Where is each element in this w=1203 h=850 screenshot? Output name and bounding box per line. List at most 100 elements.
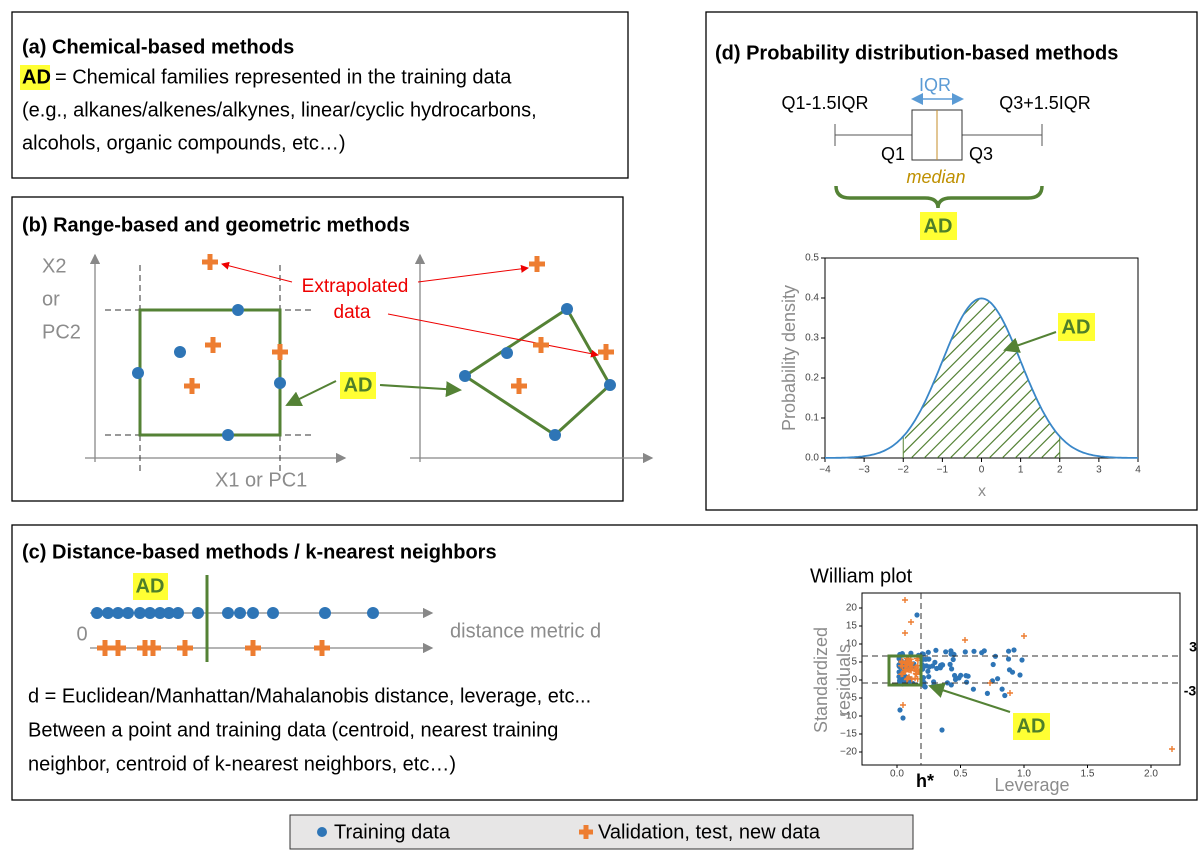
training-point (132, 367, 144, 379)
validation-point (598, 344, 614, 360)
training-point (925, 649, 931, 655)
y-tick-label: 0.4 (805, 293, 819, 304)
text-line: neighbor, centroid of k-nearest neighbor… (28, 753, 456, 775)
highlight (133, 573, 168, 600)
iqr-label: IQR (919, 75, 951, 95)
training-point (990, 661, 996, 668)
arrow (285, 380, 337, 407)
hatch-line (1014, 298, 1060, 458)
density-curve (825, 297, 1138, 459)
text-line: Between a point and training data (centr… (28, 719, 558, 741)
training-point (962, 649, 968, 655)
y-tick-label: −5 (846, 693, 858, 704)
training-point (971, 648, 977, 654)
panel-title: (d) Probability distribution-based metho… (715, 42, 1118, 64)
text-line: d = Euclidean/Manhattan/Mahalanobis dist… (28, 685, 591, 707)
highlight (1013, 713, 1050, 740)
training-point (1006, 667, 1013, 673)
y-tick-label: −15 (840, 729, 857, 740)
training-point (274, 377, 286, 389)
training-point (1011, 647, 1017, 653)
brace (834, 185, 1044, 209)
x-tick-label: −4 (819, 465, 831, 476)
arrow (221, 261, 293, 283)
training-point (1019, 657, 1025, 663)
whisker-label: Q1-1.5IQR (781, 93, 868, 113)
validation-point (529, 256, 545, 272)
training-point (925, 668, 931, 674)
hatch-line (923, 298, 1060, 458)
x-tick-label: 1.5 (1081, 769, 1095, 780)
validation-point (902, 597, 908, 603)
panel-d-frame (705, 11, 1198, 511)
highlight (20, 65, 50, 90)
hatch-line (936, 298, 1060, 458)
arrow (417, 264, 529, 283)
y-tick-label: 20 (846, 603, 858, 614)
axis-label: Leverage (994, 775, 1069, 795)
validation-point (272, 344, 288, 360)
hatch-line (903, 298, 1008, 458)
whisker-label: Q3+1.5IQR (999, 93, 1091, 113)
text-line: = Chemical families represented in the t… (55, 66, 512, 88)
training-point (247, 607, 259, 619)
training-point (561, 303, 573, 315)
y-tick-label: −10 (840, 711, 857, 722)
axis-label: Standardized (811, 627, 831, 733)
x-tick-label: −1 (937, 465, 949, 476)
quartile-label: Q3 (969, 144, 993, 164)
plot-title: William plot (810, 565, 913, 587)
legend-marker (317, 827, 327, 837)
origin-label: 0 (76, 623, 87, 645)
training-point (102, 607, 114, 619)
hatch-line (903, 298, 982, 458)
arrow (387, 313, 599, 358)
arrow (1003, 331, 1057, 353)
training-point (112, 607, 124, 619)
plot-frame (824, 257, 1139, 459)
training-point (91, 607, 103, 619)
validation-point (903, 676, 910, 683)
axis-label: X2 (42, 255, 66, 277)
training-point (367, 607, 379, 619)
validation-point (912, 675, 919, 682)
hatch-line (1053, 298, 1060, 458)
validation-point (184, 378, 200, 394)
x-tick-label: 3 (1096, 465, 1102, 476)
x-tick-label: −3 (858, 465, 870, 476)
legend-label: Validation, test, new data (598, 821, 821, 843)
training-point (134, 607, 146, 619)
threshold-label: 3 (1189, 639, 1197, 655)
text-line: (e.g., alkanes/alkenes/alkynes, linear/c… (22, 99, 537, 121)
x-tick-label: 0.5 (954, 769, 968, 780)
training-point (933, 647, 939, 653)
validation-point (205, 337, 221, 353)
hatch-line (1001, 298, 1060, 458)
axis-label: X1 or PC1 (215, 469, 307, 491)
training-point (267, 607, 279, 619)
training-point (192, 607, 204, 619)
training-point (964, 679, 970, 685)
validation-point (110, 640, 126, 656)
x-tick-label: 1 (1018, 465, 1024, 476)
highlight (340, 372, 376, 399)
hatch-line (910, 298, 1060, 458)
panel-title: (a) Chemical-based methods (22, 36, 294, 58)
ad-label: AD (22, 66, 51, 88)
hatch-line (903, 298, 930, 458)
validation-point (901, 666, 908, 673)
training-point (1017, 672, 1023, 678)
validation-point (1169, 746, 1175, 752)
training-point (952, 672, 958, 679)
threshold-label: h* (916, 771, 934, 791)
training-point (914, 612, 920, 618)
threshold-label: -3 (1184, 683, 1197, 699)
x-tick-label: 1.0 (1017, 769, 1031, 780)
training-point (926, 664, 932, 670)
validation-point (913, 668, 920, 675)
training-point (963, 673, 969, 679)
panel-b-frame (11, 196, 624, 502)
validation-point (902, 660, 908, 667)
